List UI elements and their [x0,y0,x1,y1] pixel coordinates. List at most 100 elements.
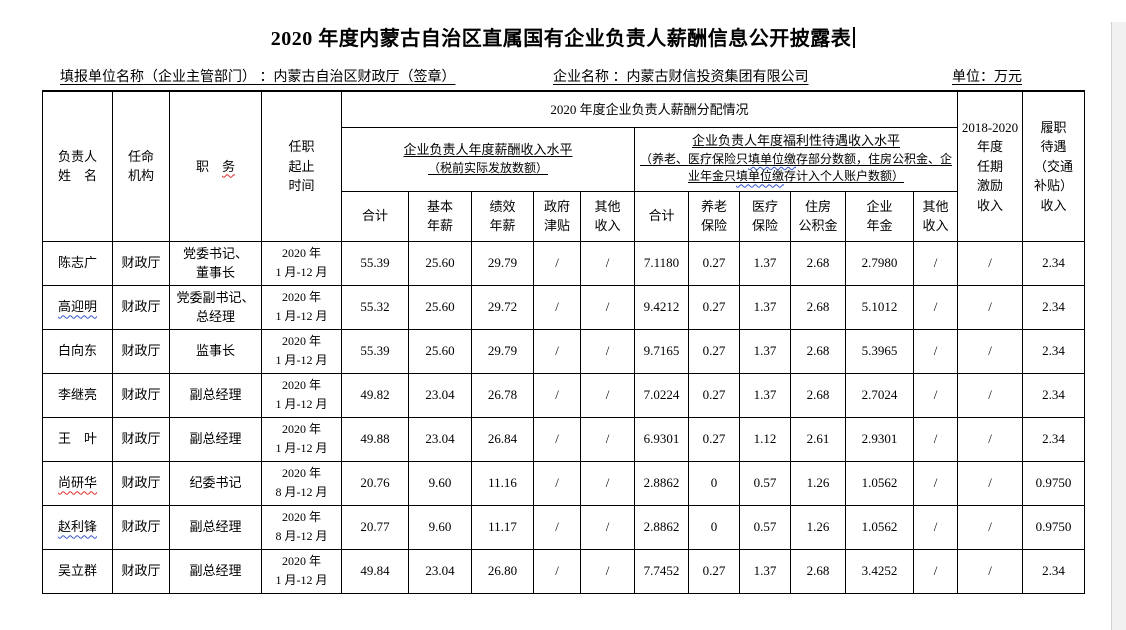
cell-annuity: 2.7980 [845,240,914,286]
leader-name-text: 李继亮 [57,387,97,403]
table-row: 吴立群 财政厅 副总经理 2020 年 1 月-12 月 49.84 23.04 26.80… [42,548,1085,594]
cell-performance-salary: 26.80 [471,548,534,594]
header-welfare-subgroup: 企业负责人年度福利性待遇收入水平 （养老、医疗保险只填单位缴存部分数额，住房公积… [634,126,958,192]
cell-pension: 0.27 [688,284,740,330]
document-title-row: 2020 年度内蒙古自治区直属国有企业负责人薪酬信息公开披露表 [0,22,1126,51]
salary-table: 负责人 姓 名 任命 机构 职 务 任职 起止 时间 2020 年度企业负责人薪… [42,90,1085,594]
cell-salary-total: 49.84 [341,548,409,594]
cell-duty-allowance: 0.9750 [1022,460,1085,506]
cell-base-salary: 9.60 [408,460,472,506]
cell-welfare-total: 6.9301 [634,416,689,462]
cell-medical: 0.57 [739,460,791,506]
cell-duty-allowance: 2.34 [1022,416,1085,462]
cell-welfare-total: 7.7452 [634,548,689,594]
cell-performance-salary: 29.79 [471,240,534,286]
cell-welfare-total: 7.0224 [634,372,689,418]
welfare-subgroup-title: 企业负责人年度福利性待遇收入水平 [691,133,900,149]
cell-base-salary: 23.04 [408,372,472,418]
cell-agency: 财政厅 [112,416,170,462]
leader-name-text: 白向东 [57,343,97,359]
cell-name: 陈志广 [42,240,113,286]
header-col-other-income-2: 其他 收入 [913,190,958,242]
header-col-annuity: 企业 年金 [845,190,914,242]
spellcheck-marked-text: 填单位缴 [747,152,796,167]
cell-base-salary: 23.04 [408,416,472,462]
cell-gov-allowance: / [533,416,581,462]
cell-gov-allowance: / [533,284,581,330]
cell-position: 副总经理 [169,372,262,418]
cell-gov-allowance: / [533,460,581,506]
cell-other-income-1: / [580,416,635,462]
table-row: 高迎明 财政厅 党委副书记、 总经理 2020 年 1 月-12 月 55.32 25.6… [42,284,1085,330]
cell-duty-allowance: 2.34 [1022,548,1085,594]
cell-housing-fund: 2.68 [790,284,846,330]
header-position-marked-text: 务 [222,158,236,174]
cell-housing-fund: 2.61 [790,416,846,462]
header-col-medical: 医疗 保险 [739,190,791,242]
cell-housing-fund: 1.26 [790,460,846,506]
cell-term: 2020 年 8 月-12 月 [261,504,342,550]
cell-performance-salary: 26.84 [471,416,534,462]
cell-agency: 财政厅 [112,284,170,330]
text-run: 存部分数额，住房公积金、企业年金只 [687,152,953,184]
cell-base-salary: 25.60 [408,240,472,286]
header-col-welfare-total: 合计 [634,190,689,242]
header-col-pension: 养老 保险 [688,190,740,242]
cell-agency: 财政厅 [112,460,170,506]
table-row: 李继亮 财政厅 副总经理 2020 年 1 月-12 月 49.82 23.04 26.78… [42,372,1085,418]
header-term-incentive: 2018-2020 年度 任期 激励 收入 [957,90,1023,242]
cell-pension: 0 [688,504,740,550]
cell-agency: 财政厅 [112,328,170,374]
cell-medical: 1.37 [739,548,791,594]
cell-other-income-2: / [913,328,958,374]
spellcheck-marked-text: 填单位缴 [735,169,784,184]
page-title: 2020 年度内蒙古自治区直属国有企业负责人薪酬信息公开披露表 [270,28,852,50]
company-name-label: 企业名称 ：内蒙古财信投资集团有限公司 [553,70,809,85]
cell-position: 副总经理 [169,504,262,550]
cell-annuity: 2.9301 [845,416,914,462]
cell-position: 党委书记、 董事长 [169,240,262,286]
leader-name-text: 高迎明 [57,299,97,315]
cell-duty-allowance: 2.34 [1022,284,1085,330]
table-body: 陈志广 财政厅 党委书记、 董事长 2020 年 1 月-12 月 55.39 25.60… [42,240,1085,594]
cell-position: 监事长 [169,328,262,374]
salary-subgroup-title: 企业负责人年度薪酬收入水平 [403,141,573,157]
cell-housing-fund: 2.68 [790,240,846,286]
cell-position: 党委副书记、 总经理 [169,284,262,330]
cell-term-incentive: / [957,460,1023,506]
cell-pension: 0.27 [688,372,740,418]
header-position: 职 务 [169,90,262,242]
header-agency: 任命 机构 [112,90,170,242]
cell-other-income-1: / [580,240,635,286]
cell-position: 副总经理 [169,548,262,594]
header-col-other-income-1: 其他 收入 [580,190,635,242]
cell-housing-fund: 1.26 [790,504,846,550]
cell-performance-salary: 29.72 [471,284,534,330]
cell-term: 2020 年 1 月-12 月 [261,240,342,286]
cell-gov-allowance: / [533,328,581,374]
leader-name-text: 吴立群 [57,563,97,579]
window-edge-strip [1111,22,1126,630]
header-term: 任职 起止 时间 [261,90,342,242]
cell-annuity: 5.3965 [845,328,914,374]
cell-term: 2020 年 1 月-12 月 [261,416,342,462]
cell-term-incentive: / [957,328,1023,374]
cell-salary-total: 55.39 [341,240,409,286]
cell-medical: 1.37 [739,240,791,286]
cell-other-income-2: / [913,548,958,594]
cell-position: 纪委书记 [169,460,262,506]
welfare-subgroup-note: （养老、医疗保险只填单位缴存部分数额，住房公积金、企业年金只填单位缴存计入个人账… [636,151,956,186]
cell-annuity: 1.0562 [845,504,914,550]
header-salary-group: 2020 年度企业负责人薪酬分配情况 [341,90,958,128]
cell-gov-allowance: / [533,504,581,550]
header-col-gov-allowance: 政府 津贴 [533,190,581,242]
table-row: 王 叶财政厅 副总经理 2020 年 1 月-12 月 49.88 23.04 26.84… [42,416,1085,462]
document-info-row: 填报单位名称（企业主管部门） ：内蒙古自治区财政厅（签章） 企业名称 ：内蒙古财… [0,66,1126,86]
cell-salary-total: 20.76 [341,460,409,506]
unit-label: 单位：万元 [952,70,1022,85]
cell-term: 2020 年 8 月-12 月 [261,460,342,506]
table-row: 陈志广 财政厅 党委书记、 董事长 2020 年 1 月-12 月 55.39 25.60… [42,240,1085,286]
cell-welfare-total: 9.4212 [634,284,689,330]
cell-pension: 0.27 [688,328,740,374]
cell-performance-salary: 11.16 [471,460,534,506]
